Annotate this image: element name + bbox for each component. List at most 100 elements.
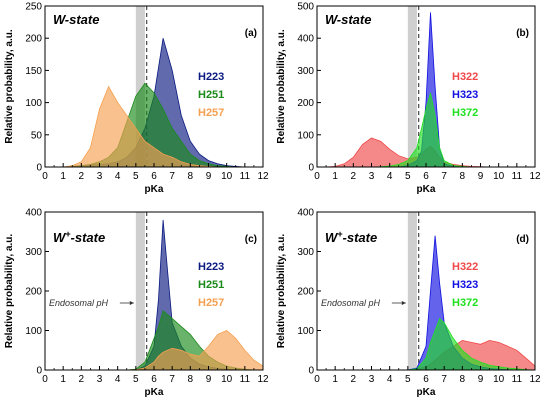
endosomal-ph-band [135, 212, 145, 370]
panel-letter: (c) [245, 234, 257, 245]
x-tick-label: 10 [221, 171, 233, 182]
x-tick-label: 5 [405, 374, 411, 385]
annotation-arrowhead [401, 301, 406, 305]
x-tick-label: 8 [460, 374, 466, 385]
x-tick-label: 0 [314, 171, 320, 182]
x-tick-label: 3 [97, 171, 103, 182]
x-tick-label: 4 [115, 171, 121, 182]
x-tick-label: 7 [441, 171, 447, 182]
x-tick-label: 6 [423, 374, 429, 385]
y-tick-label: 200 [25, 287, 42, 298]
y-axis-label: Relative probability, a.u. [276, 29, 287, 144]
x-tick-label: 12 [529, 374, 541, 385]
y-axis-label: Relative probability, a.u. [4, 29, 15, 144]
chart-panel-c: 0 1 2 3 4 5 6 7 8 9 10 11 120100200300400pKaRelative… [4, 208, 269, 399]
x-tick-label: 3 [369, 171, 375, 182]
y-tick-label: 500 [297, 2, 314, 13]
x-tick-label: 8 [188, 374, 194, 385]
legend-entry-h323: H323 [452, 89, 478, 101]
y-tick-label: 0 [36, 163, 42, 174]
x-tick-label: 10 [493, 374, 505, 385]
y-tick-label: 300 [25, 247, 42, 258]
x-tick-label: 1 [60, 374, 66, 385]
x-tick-label: 5 [133, 171, 139, 182]
y-tick-label: 200 [297, 98, 314, 109]
endosomal-ph-band [407, 6, 417, 167]
x-tick-label: 11 [512, 374, 523, 385]
state-label: W-state [53, 12, 99, 27]
y-axis-label: Relative probability, a.u. [276, 234, 287, 349]
x-tick-label: 11 [240, 374, 251, 385]
x-tick-label: 12 [529, 171, 541, 182]
y-tick-label: 400 [25, 208, 42, 219]
chart-panel-a: 0 1 2 3 4 5 6 7 8 9 10 11 12050100150200250pKaRelati… [4, 2, 269, 196]
x-tick-label: 1 [60, 171, 66, 182]
legend-entry-h251: H251 [198, 89, 224, 101]
y-tick-label: 50 [31, 130, 43, 141]
panel-letter: (a) [245, 28, 257, 39]
x-tick-label: 7 [169, 374, 175, 385]
x-tick-label: 7 [441, 374, 447, 385]
x-tick-label: 1 [332, 374, 338, 385]
legend-entry-h223: H223 [198, 71, 224, 83]
x-tick-label: 9 [206, 171, 212, 182]
legend-entry-h223: H223 [198, 261, 224, 273]
y-tick-label: 0 [308, 366, 314, 377]
y-tick-label: 200 [297, 287, 314, 298]
y-tick-label: 0 [308, 163, 314, 174]
annotation-arrowhead [129, 301, 134, 305]
panel-letter: (d) [516, 234, 529, 245]
y-tick-label: 200 [25, 34, 42, 45]
y-axis-label: Relative probability, a.u. [4, 234, 15, 349]
y-tick-label: 100 [25, 98, 42, 109]
y-tick-label: 400 [297, 34, 314, 45]
x-tick-label: 8 [188, 171, 194, 182]
chart-panel-d: 0 1 2 3 4 5 6 7 8 9 10 11 120100200300400pKaRelative… [276, 208, 541, 399]
x-tick-label: 2 [351, 171, 357, 182]
x-tick-label: 12 [257, 171, 269, 182]
chart-panel-b: 0 1 2 3 4 5 6 7 8 9 10 11 120100200300400500pKaRelat… [276, 2, 541, 196]
endosomal-ph-annotation: Endosomal pH [321, 298, 381, 308]
y-tick-label: 400 [297, 208, 314, 219]
x-tick-label: 9 [478, 171, 484, 182]
y-tick-label: 250 [25, 2, 42, 13]
x-tick-label: 4 [387, 374, 393, 385]
legend-entry-h322: H322 [452, 71, 478, 83]
legend-entry-h257: H257 [198, 297, 224, 309]
legend-entry-h323: H323 [452, 279, 478, 291]
state-label: W-state [325, 12, 371, 27]
x-tick-label: 1 [332, 171, 338, 182]
endosomal-ph-annotation: Endosomal pH [49, 298, 109, 308]
x-tick-label: 2 [79, 171, 85, 182]
legend-entry-h251: H251 [198, 279, 224, 291]
x-tick-label: 6 [151, 171, 157, 182]
x-tick-label: 3 [97, 374, 103, 385]
state-label: W+-state [325, 229, 377, 245]
x-tick-label: 11 [512, 171, 523, 182]
x-tick-label: 2 [351, 374, 357, 385]
endosomal-ph-band [407, 212, 417, 370]
y-tick-label: 100 [297, 130, 314, 141]
x-tick-label: 5 [405, 171, 411, 182]
legend-entry-h322: H322 [452, 261, 478, 273]
x-tick-label: 12 [257, 374, 269, 385]
panel-letter: (b) [516, 28, 529, 39]
x-tick-label: 10 [221, 374, 233, 385]
state-label: W+-state [53, 229, 105, 245]
x-tick-label: 3 [369, 374, 375, 385]
x-tick-label: 6 [151, 374, 157, 385]
endosomal-ph-band [135, 6, 145, 167]
x-tick-label: 0 [42, 171, 48, 182]
x-tick-label: 4 [387, 171, 393, 182]
legend-entry-h372: H372 [452, 107, 478, 119]
x-tick-label: 4 [115, 374, 121, 385]
x-tick-label: 0 [314, 374, 320, 385]
legend-entry-h257: H257 [198, 107, 224, 119]
x-tick-label: 2 [79, 374, 85, 385]
legend-entry-h372: H372 [452, 297, 478, 309]
y-tick-label: 300 [297, 66, 314, 77]
x-tick-label: 0 [42, 374, 48, 385]
x-tick-label: 6 [423, 171, 429, 182]
x-tick-label: 5 [133, 374, 139, 385]
